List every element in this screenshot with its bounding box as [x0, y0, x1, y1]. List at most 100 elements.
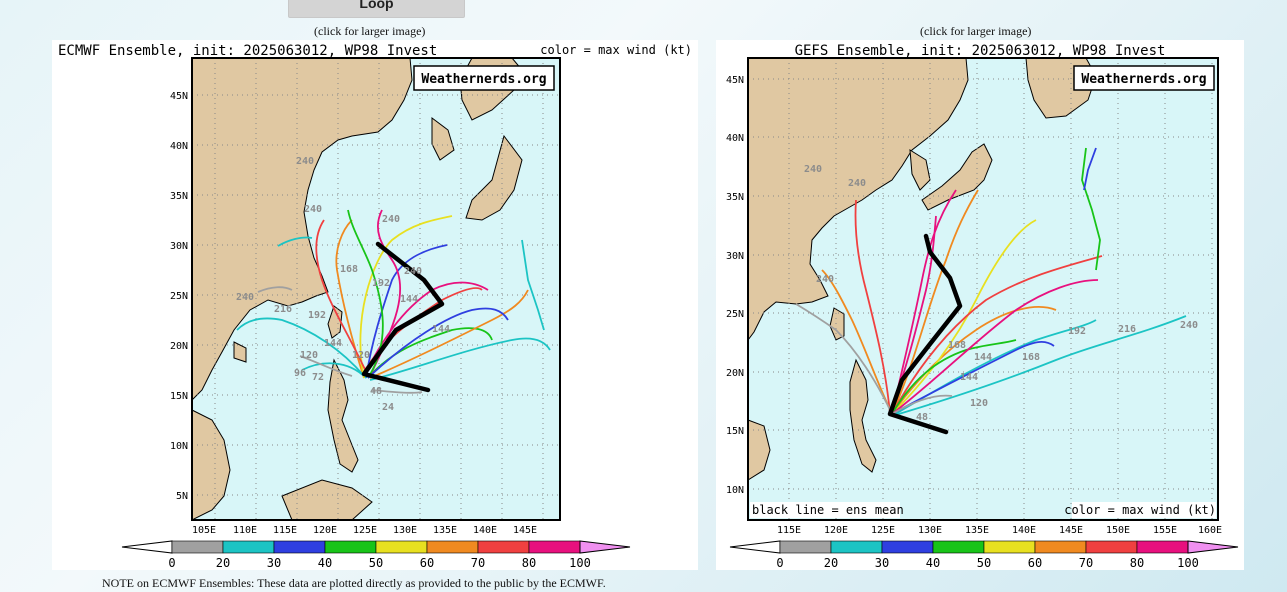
- colorbar-segment: [222, 540, 275, 554]
- lon-label: 130E: [918, 525, 942, 536]
- hour-label: 192: [308, 310, 326, 321]
- gefs-mean-note: black line = ens mean: [752, 503, 904, 517]
- gefs-lat-labels: 45N 40N 35N 30N 25N 20N 15N 10N: [726, 75, 744, 496]
- colorbar-tick-label: 0: [168, 556, 175, 570]
- loop-button[interactable]: Loop: [288, 0, 465, 18]
- colorbar-tick-label: 100: [569, 556, 591, 570]
- colorbar-tick-label: 30: [875, 556, 889, 570]
- hour-label: 144: [432, 324, 450, 335]
- colorbar-tick-label: 60: [420, 556, 434, 570]
- colorbar-segment: [477, 540, 530, 554]
- hour-label: 168: [1022, 352, 1040, 363]
- colorbar-segment: [830, 540, 883, 554]
- lon-label: 110E: [233, 525, 257, 536]
- hour-label: 240: [304, 204, 322, 215]
- gefs-map-svg: GEFS Ensemble, init: 2025063012, WP98 In…: [726, 43, 1239, 570]
- hour-label: 120: [300, 350, 318, 361]
- lat-label: 25N: [170, 291, 188, 302]
- lon-label: 135E: [965, 525, 989, 536]
- ecmwf-footer-note: NOTE on ECMWF Ensembles: These data are …: [102, 576, 606, 590]
- lon-label: 145E: [1059, 525, 1083, 536]
- colorbar-tick-label: 40: [926, 556, 940, 570]
- colorbar-tick-label: 50: [977, 556, 991, 570]
- colorbar-end-left: [121, 540, 173, 554]
- hour-label: 144: [974, 352, 992, 363]
- lon-label: 125E: [353, 525, 377, 536]
- hour-label: 240: [848, 178, 866, 189]
- lat-label: 5N: [176, 491, 188, 502]
- ecmwf-colorbar: 0 20 30 40 50 60 70 80 100: [121, 540, 631, 570]
- lat-label: 15N: [726, 426, 744, 437]
- colorbar-end-right: [1187, 540, 1239, 554]
- colorbar-segment: [932, 540, 985, 554]
- ecmwf-map-title: ECMWF Ensemble, init: 2025063012, WP98 I…: [58, 43, 437, 59]
- hour-label: 48: [916, 412, 928, 423]
- right-click-caption[interactable]: (click for larger image): [920, 24, 1032, 38]
- ecmwf-lat-labels: 45N 40N 35N 30N 25N 20N 15N 10N 5N: [170, 91, 188, 502]
- hour-label: 216: [1118, 324, 1136, 335]
- colorbar-segment: [779, 540, 832, 554]
- colorbar-segment: [881, 540, 934, 554]
- hour-label: 240: [804, 164, 822, 175]
- colorbar-tick-label: 80: [522, 556, 536, 570]
- ecmwf-brand: Weathernerds.org: [421, 72, 546, 87]
- hour-label: 72: [312, 372, 324, 383]
- colorbar-segment: [171, 540, 224, 554]
- lat-label: 45N: [726, 75, 744, 86]
- colorbar-segment: [1034, 540, 1087, 554]
- hour-label: 120: [352, 350, 370, 361]
- gefs-hour-labels: 240 240 240 240 216 192 168 144 120 144 …: [804, 164, 1198, 423]
- hour-label: 144: [324, 338, 342, 349]
- colorbar-segment: [1136, 540, 1189, 554]
- gefs-map-area: [747, 57, 1219, 521]
- hour-label: 48: [370, 386, 382, 397]
- gefs-ensemble-map[interactable]: GEFS Ensemble, init: 2025063012, WP98 In…: [716, 40, 1244, 570]
- hour-label: 240: [382, 214, 400, 225]
- colorbar-tick-label: 30: [267, 556, 281, 570]
- gefs-lon-labels: 115E 120E 125E 130E 135E 140E 145E 150E …: [777, 525, 1222, 536]
- colorbar-segment: [983, 540, 1036, 554]
- colorbar-tick-label: 0: [776, 556, 783, 570]
- gefs-brand: Weathernerds.org: [1081, 72, 1206, 87]
- gefs-brand-box: Weathernerds.org: [1073, 65, 1215, 91]
- lon-label: 130E: [393, 525, 417, 536]
- lon-label: 140E: [1012, 525, 1036, 536]
- lat-label: 10N: [726, 485, 744, 496]
- lon-label: 155E: [1153, 525, 1177, 536]
- lon-label: 105E: [192, 525, 216, 536]
- colorbar-tick-label: 50: [369, 556, 383, 570]
- hour-label: 168: [340, 264, 358, 275]
- hour-label: 144: [400, 294, 418, 305]
- lat-label: 35N: [170, 191, 188, 202]
- hour-label: 240: [296, 156, 314, 167]
- lat-label: 40N: [170, 141, 188, 152]
- lon-label: 120E: [824, 525, 848, 536]
- ecmwf-map-svg: ECMWF Ensemble, init: 2025063012, WP98 I…: [58, 43, 692, 570]
- ecmwf-color-note: color = max wind (kt): [540, 43, 692, 57]
- hour-label: 144: [960, 372, 978, 383]
- colorbar-tick-label: 100: [1177, 556, 1199, 570]
- ecmwf-hour-labels: 240 240 240 240 216 192 168 120 96 72 14…: [236, 156, 450, 413]
- left-click-caption[interactable]: (click for larger image): [314, 24, 426, 38]
- ecmwf-ensemble-map[interactable]: ECMWF Ensemble, init: 2025063012, WP98 I…: [52, 40, 698, 570]
- colorbar-segment: [426, 540, 479, 554]
- hour-label: 240: [816, 274, 834, 285]
- lat-label: 10N: [170, 441, 188, 452]
- hour-label: 168: [948, 340, 966, 351]
- colorbar-tick-label: 20: [216, 556, 230, 570]
- colorbar-tick-label: 70: [471, 556, 485, 570]
- ecmwf-brand-box: Weathernerds.org: [413, 65, 555, 91]
- colorbar-tick-label: 60: [1028, 556, 1042, 570]
- hour-label: 240: [236, 292, 254, 303]
- lon-label: 160E: [1198, 525, 1222, 536]
- hour-label: 96: [294, 368, 306, 379]
- lat-label: 30N: [170, 241, 188, 252]
- gefs-colorbar: 0 20 30 40 50 60 70 80 100: [729, 540, 1239, 570]
- hour-label: 120: [970, 398, 988, 409]
- hour-label: 240: [404, 266, 422, 277]
- hour-label: 192: [1068, 326, 1086, 337]
- lat-label: 40N: [726, 133, 744, 144]
- colorbar-end-left: [729, 540, 781, 554]
- colorbar-segment: [273, 540, 326, 554]
- gefs-color-note: color = max wind (kt): [1064, 503, 1216, 517]
